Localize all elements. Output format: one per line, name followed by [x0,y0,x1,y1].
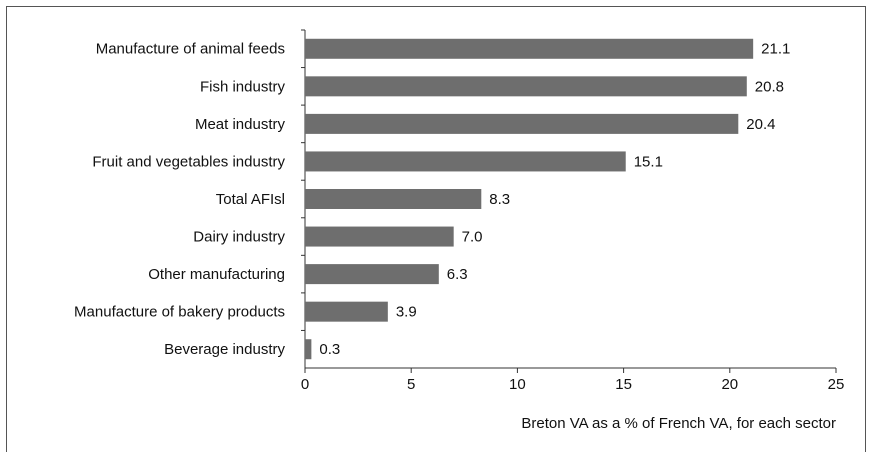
x-tick-label: 5 [407,376,415,393]
bar [305,38,754,59]
x-tick-label: 20 [721,376,738,393]
value-label: 8.3 [489,191,510,208]
bar [305,301,388,322]
value-label: 0.3 [319,341,340,358]
y-tick-label: Manufacture of bakery products [74,304,285,321]
bar [305,76,747,97]
value-label: 6.3 [447,266,468,283]
x-axis-label: Breton VA as a % of French VA, for each … [521,415,836,432]
value-label: 20.8 [755,78,784,95]
value-label: 20.4 [746,116,775,133]
x-tick-label: 25 [828,376,845,393]
x-tick-label: 10 [509,376,526,393]
bar [305,189,482,209]
bar [305,339,312,360]
value-label: 3.9 [396,304,417,321]
y-tick-label: Fruit and vegetables industry [92,153,285,170]
y-tick-label: Total AFIsl [216,191,285,208]
y-tick-label: Meat industry [195,116,286,133]
y-tick-label: Other manufacturing [148,266,285,283]
bar [305,151,626,172]
bar [305,226,454,247]
value-label: 15.1 [634,153,663,170]
y-tick-label: Fish industry [200,78,286,95]
y-tick-label: Dairy industry [193,229,285,246]
bar [305,264,439,285]
x-tick-label: 15 [615,376,632,393]
value-label: 7.0 [462,229,483,246]
bar [305,113,739,134]
x-tick-label: 0 [301,376,309,393]
y-tick-label: Beverage industry [164,341,285,358]
y-tick-label: Manufacture of animal feeds [96,41,285,58]
value-label: 21.1 [761,41,790,58]
